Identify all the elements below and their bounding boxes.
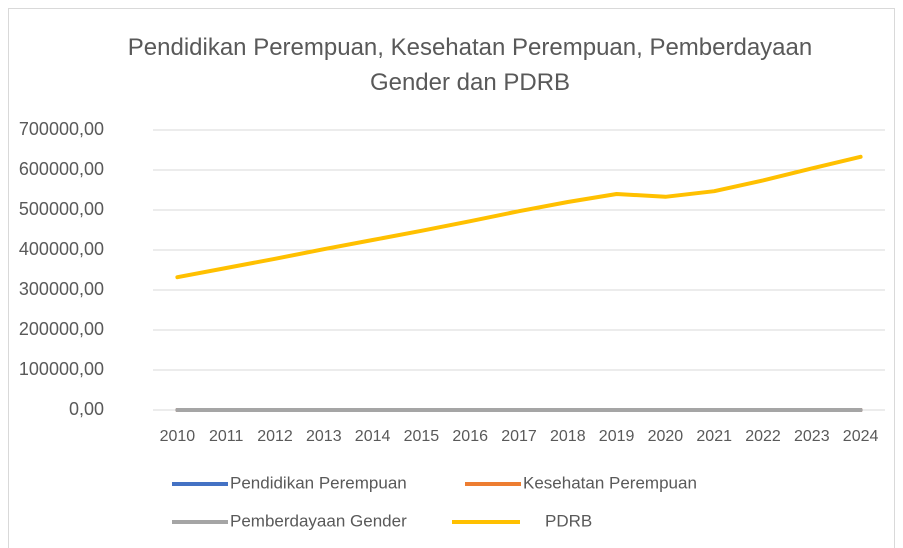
- y-tick-label: 400000,00: [19, 239, 104, 259]
- x-tick-label: 2015: [404, 428, 440, 445]
- x-tick-label: 2012: [257, 428, 293, 445]
- y-tick-label: 100000,00: [19, 359, 104, 379]
- x-tick-label: 2013: [306, 428, 342, 445]
- legend-label: Pendidikan Perempuan: [230, 473, 407, 492]
- chart-border: [8, 8, 895, 548]
- x-tick-label: 2021: [696, 428, 732, 445]
- x-tick-label: 2016: [452, 428, 488, 445]
- legend-label: Kesehatan Perempuan: [523, 473, 697, 492]
- x-tick-label: 2010: [160, 428, 196, 445]
- x-tick-label: 2018: [550, 428, 586, 445]
- x-tick-label: 2017: [501, 428, 537, 445]
- x-tick-label: 2011: [209, 428, 244, 445]
- x-tick-label: 2014: [355, 428, 391, 445]
- y-tick-label: 300000,00: [19, 279, 104, 299]
- y-tick-label: 600000,00: [19, 159, 104, 179]
- x-tick-label: 2020: [648, 428, 684, 445]
- legend-label: PDRB: [545, 511, 592, 530]
- y-tick-label: 700000,00: [19, 119, 104, 139]
- series-line: [175, 154, 863, 280]
- x-tick-label: 2019: [599, 428, 635, 445]
- chart-title: Pendidikan Perempuan, Kesehatan Perempua…: [127, 34, 813, 96]
- x-tick-label: 2022: [745, 428, 781, 445]
- y-tick-label: 0,00: [69, 399, 104, 419]
- y-tick-label: 500000,00: [19, 199, 104, 219]
- y-tick-label: 200000,00: [19, 319, 104, 339]
- legend-label: Pemberdayaan Gender: [230, 511, 407, 530]
- x-tick-label: 2024: [843, 428, 879, 445]
- x-tick-label: 2023: [794, 428, 830, 445]
